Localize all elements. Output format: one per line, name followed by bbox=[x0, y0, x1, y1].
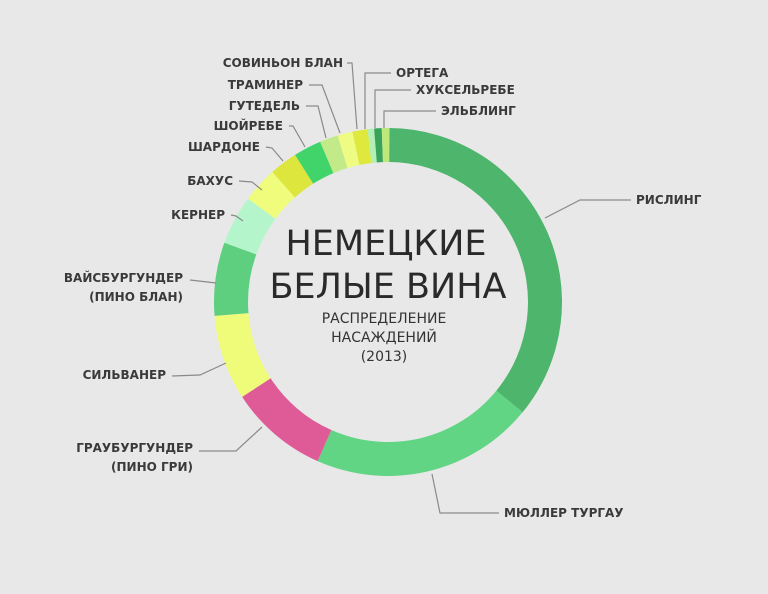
leader-lines bbox=[171, 62, 631, 514]
slice-label: ОРТЕГА bbox=[396, 66, 449, 80]
donut-slice bbox=[224, 198, 276, 255]
donut-slice bbox=[214, 313, 271, 397]
leader-line bbox=[364, 72, 391, 129]
donut-slice bbox=[374, 128, 383, 163]
slice-label: ТРАМИНЕР bbox=[228, 78, 303, 92]
leader-line bbox=[431, 473, 499, 514]
leader-line bbox=[171, 362, 227, 377]
slice-label: ХУКСЕЛЬРЕБЕ bbox=[416, 83, 515, 97]
donut-slice bbox=[272, 154, 314, 198]
slice-label: МЮЛЛЕР ТУРГАУ bbox=[504, 506, 624, 520]
donut-slice bbox=[317, 390, 523, 476]
slice-label: (ПИНО БЛАН) bbox=[89, 290, 183, 304]
slice-label: БАХУС bbox=[187, 174, 233, 188]
leader-line bbox=[383, 110, 436, 128]
chart-title-line-1: НЕМЕЦКИЕ bbox=[285, 224, 486, 264]
leader-line bbox=[347, 62, 358, 130]
donut-slice bbox=[248, 172, 295, 219]
donut-slice bbox=[214, 242, 257, 316]
slice-label: РИСЛИНГ bbox=[636, 193, 702, 207]
slice-labels: РИСЛИНГ МЮЛЛЕР ТУРГАУ ГРАУБУРГУНДЕР (ПИНО Г… bbox=[64, 56, 702, 520]
leader-line bbox=[238, 180, 263, 191]
donut-slice bbox=[381, 128, 390, 163]
slice-label: ГРАУБУРГУНДЕР bbox=[76, 441, 193, 455]
donut-slices bbox=[214, 128, 562, 476]
slice-label: ГУТЕДЕЛЬ bbox=[229, 99, 300, 113]
slice-label: ШАРДОНЕ bbox=[188, 140, 260, 154]
chart-title-line-2: БЕЛЫЕ ВИНА bbox=[269, 267, 506, 307]
leader-line bbox=[265, 146, 284, 162]
slice-label: КЕРНЕР bbox=[171, 208, 225, 222]
leader-line bbox=[199, 426, 263, 452]
donut-slice bbox=[242, 378, 332, 462]
leader-line bbox=[289, 125, 306, 148]
donut-slice bbox=[352, 129, 372, 165]
chart-subtitle-line-2: НАСАЖДЕНИЙ bbox=[331, 328, 437, 346]
slice-label: ЭЛЬБЛИНГ bbox=[441, 104, 516, 118]
slice-label: СОВИНЬОН БЛАН bbox=[223, 56, 343, 70]
chart-subtitle-line-3: (2013) bbox=[361, 349, 408, 365]
leader-line bbox=[189, 279, 217, 284]
slice-label: ШОЙРЕБЕ bbox=[214, 118, 283, 133]
leader-line bbox=[374, 89, 411, 128]
donut-slice bbox=[389, 128, 562, 413]
donut-slice bbox=[320, 135, 348, 174]
slice-label: СИЛЬВАНЕР bbox=[83, 368, 167, 382]
leader-line bbox=[544, 199, 631, 219]
slice-label: ВАЙСБУРГУНДЕР bbox=[64, 270, 183, 285]
leader-line bbox=[306, 105, 327, 139]
slice-label: (ПИНО ГРИ) bbox=[111, 460, 193, 474]
leader-line bbox=[309, 84, 341, 134]
donut-slice bbox=[295, 141, 334, 184]
chart-subtitle-line-1: РАСПРЕДЕЛЕНИЕ bbox=[322, 311, 447, 327]
donut-slice bbox=[337, 131, 360, 168]
leader-line bbox=[230, 214, 244, 222]
donut-slice bbox=[367, 128, 377, 163]
